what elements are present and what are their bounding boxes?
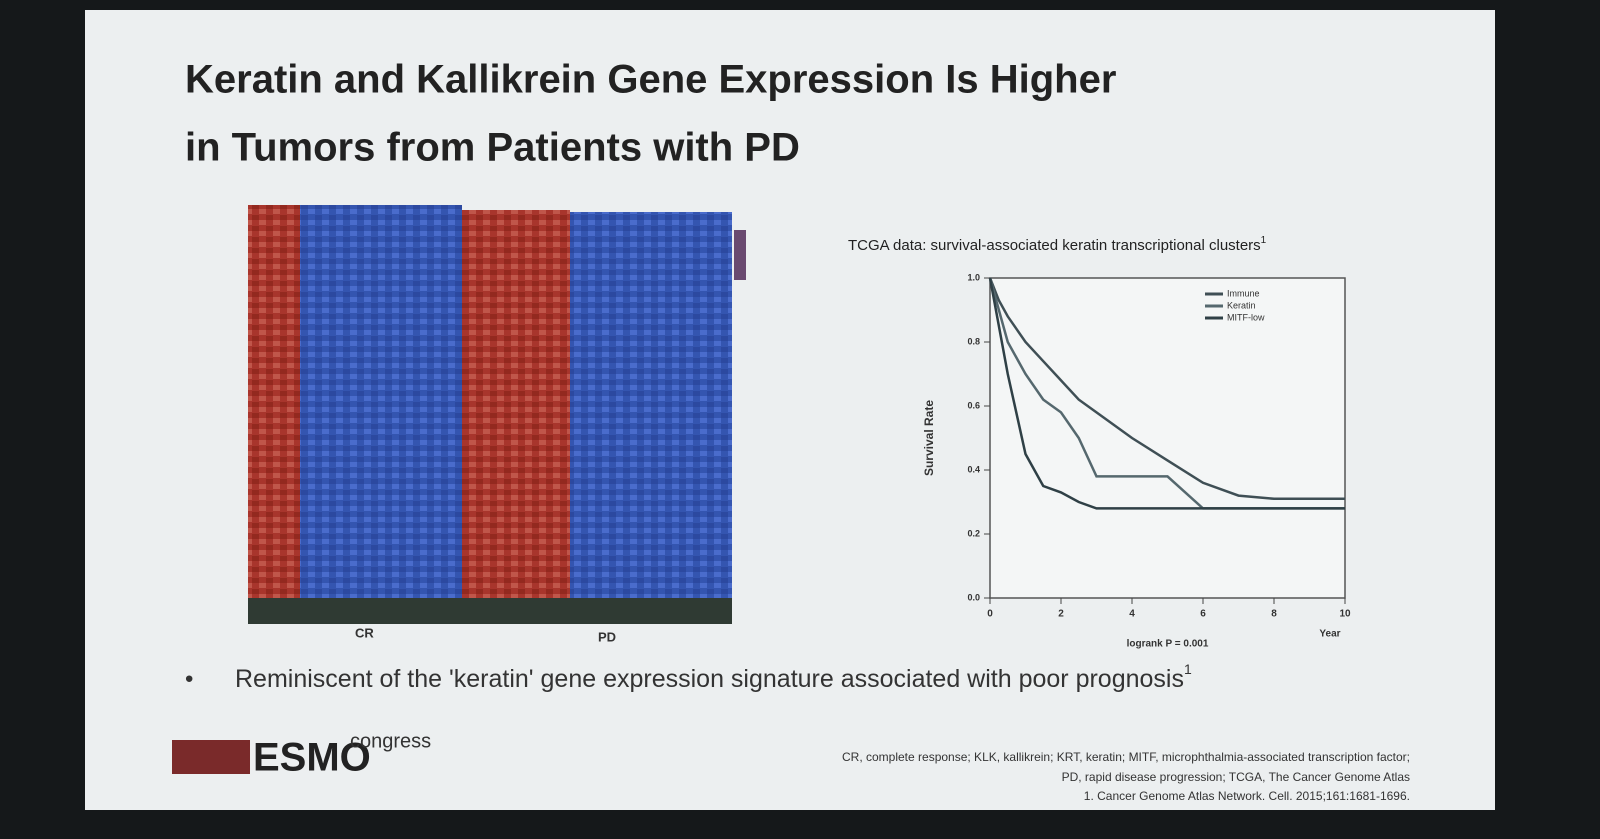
- bullet-dot: •: [185, 665, 193, 692]
- chart-title-ref: 1: [1261, 235, 1267, 246]
- y-tick-label: 1.0: [967, 272, 980, 282]
- x-tick-label: 4: [1129, 609, 1135, 620]
- logo-name: ESMO: [253, 736, 371, 780]
- chart-title-text: TCGA data: survival-associated keratin t…: [848, 237, 1261, 254]
- footnote: 1. Cancer Genome Atlas Network. Cell. 20…: [1084, 789, 1410, 803]
- heatmap-block: [462, 210, 570, 598]
- heatmap-block: [570, 212, 732, 598]
- x-tick-label: 10: [1339, 609, 1351, 620]
- x-tick-label: 2: [1058, 609, 1064, 620]
- chart-title: TCGA data: survival-associated keratin t…: [848, 235, 1267, 254]
- legend-label: MITF-low: [1227, 312, 1265, 322]
- title-line: Keratin and Kallikrein Gene Expression I…: [185, 58, 1116, 102]
- annotation: logrank P = 0.001: [1127, 639, 1209, 650]
- heatmap: CR PD: [248, 205, 746, 644]
- survival-curve: [988, 277, 1345, 501]
- plot-frame: [989, 277, 1346, 599]
- y-tick-label: 0.0: [967, 592, 980, 602]
- y-axis-label: Survival Rate: [922, 400, 936, 476]
- legend-label: Keratin: [1227, 300, 1256, 310]
- logo-suffix: congress: [350, 730, 431, 752]
- x-axis-label: Year: [1319, 629, 1340, 640]
- heatmap-block: [248, 205, 300, 598]
- group-label: PD: [598, 629, 616, 644]
- y-tick-label: 0.4: [967, 464, 980, 474]
- bullet-text: Reminiscent of the 'keratin' gene expres…: [235, 661, 1192, 693]
- x-tick-label: 0: [987, 609, 993, 620]
- km-plot: TCGA data: survival-associated keratin t…: [848, 235, 1351, 650]
- y-tick-label: 0.2: [967, 528, 980, 538]
- x-tick-label: 6: [1200, 609, 1206, 620]
- footnote: CR, complete response; KLK, kallikrein; …: [842, 750, 1410, 764]
- heatmap-block: [300, 205, 462, 598]
- title-line: in Tumors from Patients with PD: [185, 126, 800, 170]
- legend-label: Immune: [1227, 288, 1260, 298]
- bullet-body: Reminiscent of the 'keratin' gene expres…: [235, 665, 1184, 693]
- x-tick-label: 8: [1271, 609, 1277, 620]
- survival-curve: [988, 277, 1345, 510]
- y-tick-label: 0.6: [967, 400, 980, 410]
- color-key: [734, 230, 746, 280]
- group-label: CR: [355, 625, 374, 640]
- y-tick-label: 0.8: [967, 336, 980, 346]
- logo-mark: [172, 740, 250, 774]
- bullet-ref: 1: [1184, 661, 1192, 677]
- group-bar: [248, 598, 732, 624]
- footnote: PD, rapid disease progression; TCGA, The…: [1062, 770, 1410, 784]
